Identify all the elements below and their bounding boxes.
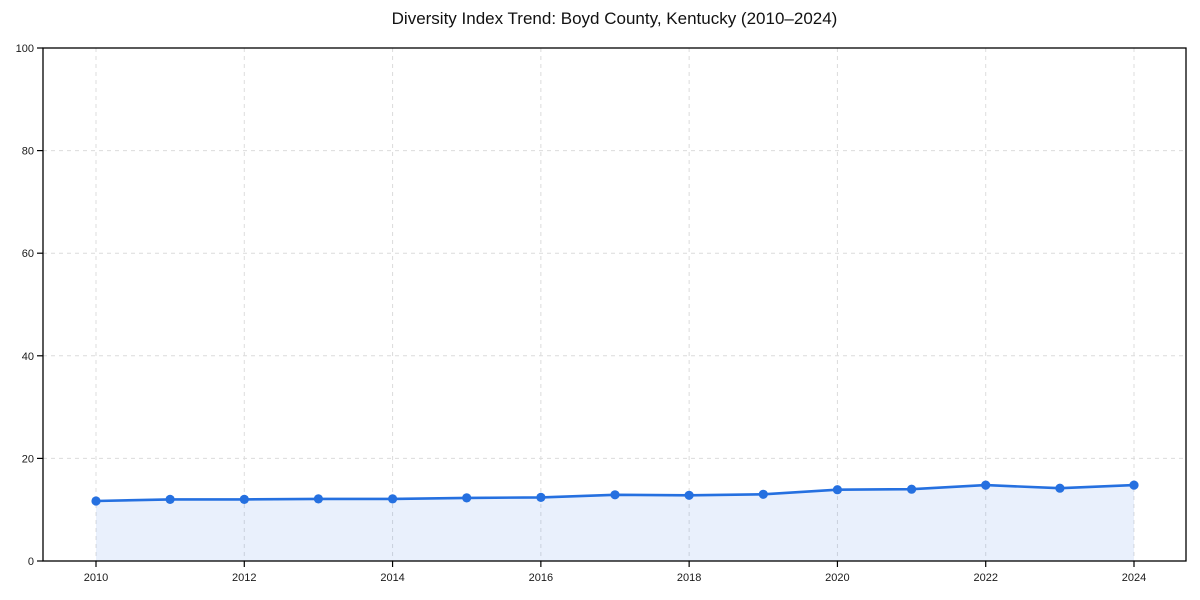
x-tick-label: 2012 (232, 572, 256, 584)
data-point (832, 485, 843, 495)
x-tick-label: 2014 (380, 572, 404, 584)
x-tick-label: 2020 (825, 572, 849, 584)
y-tick-label: 80 (22, 146, 34, 158)
x-tick-label: 2022 (973, 572, 997, 584)
data-point (536, 492, 546, 502)
data-point (313, 494, 323, 504)
y-tick-label: 40 (22, 351, 34, 363)
y-tick-label: 20 (22, 453, 34, 465)
data-point (91, 496, 101, 506)
data-point (462, 493, 472, 503)
x-tick-label: 2016 (529, 572, 553, 584)
data-point (388, 494, 398, 504)
data-point (239, 494, 249, 504)
chart-title: Diversity Index Trend: Boyd County, Kent… (391, 9, 838, 28)
data-point (758, 489, 768, 499)
data-point (981, 480, 991, 490)
series-area (96, 485, 1134, 561)
data-point (1129, 480, 1139, 490)
y-tick-label: 60 (22, 248, 34, 260)
x-tick-label: 2018 (677, 572, 701, 584)
data-point (1055, 483, 1065, 493)
x-tick-label: 2010 (84, 572, 108, 584)
data-point (610, 490, 620, 500)
y-tick-label: 0 (28, 556, 34, 568)
x-tick-label: 2024 (1122, 572, 1146, 584)
data-point (165, 494, 175, 504)
plot-border (42, 47, 1187, 562)
data-point (684, 490, 694, 500)
y-tick-label: 100 (16, 43, 34, 55)
data-point (907, 484, 917, 494)
